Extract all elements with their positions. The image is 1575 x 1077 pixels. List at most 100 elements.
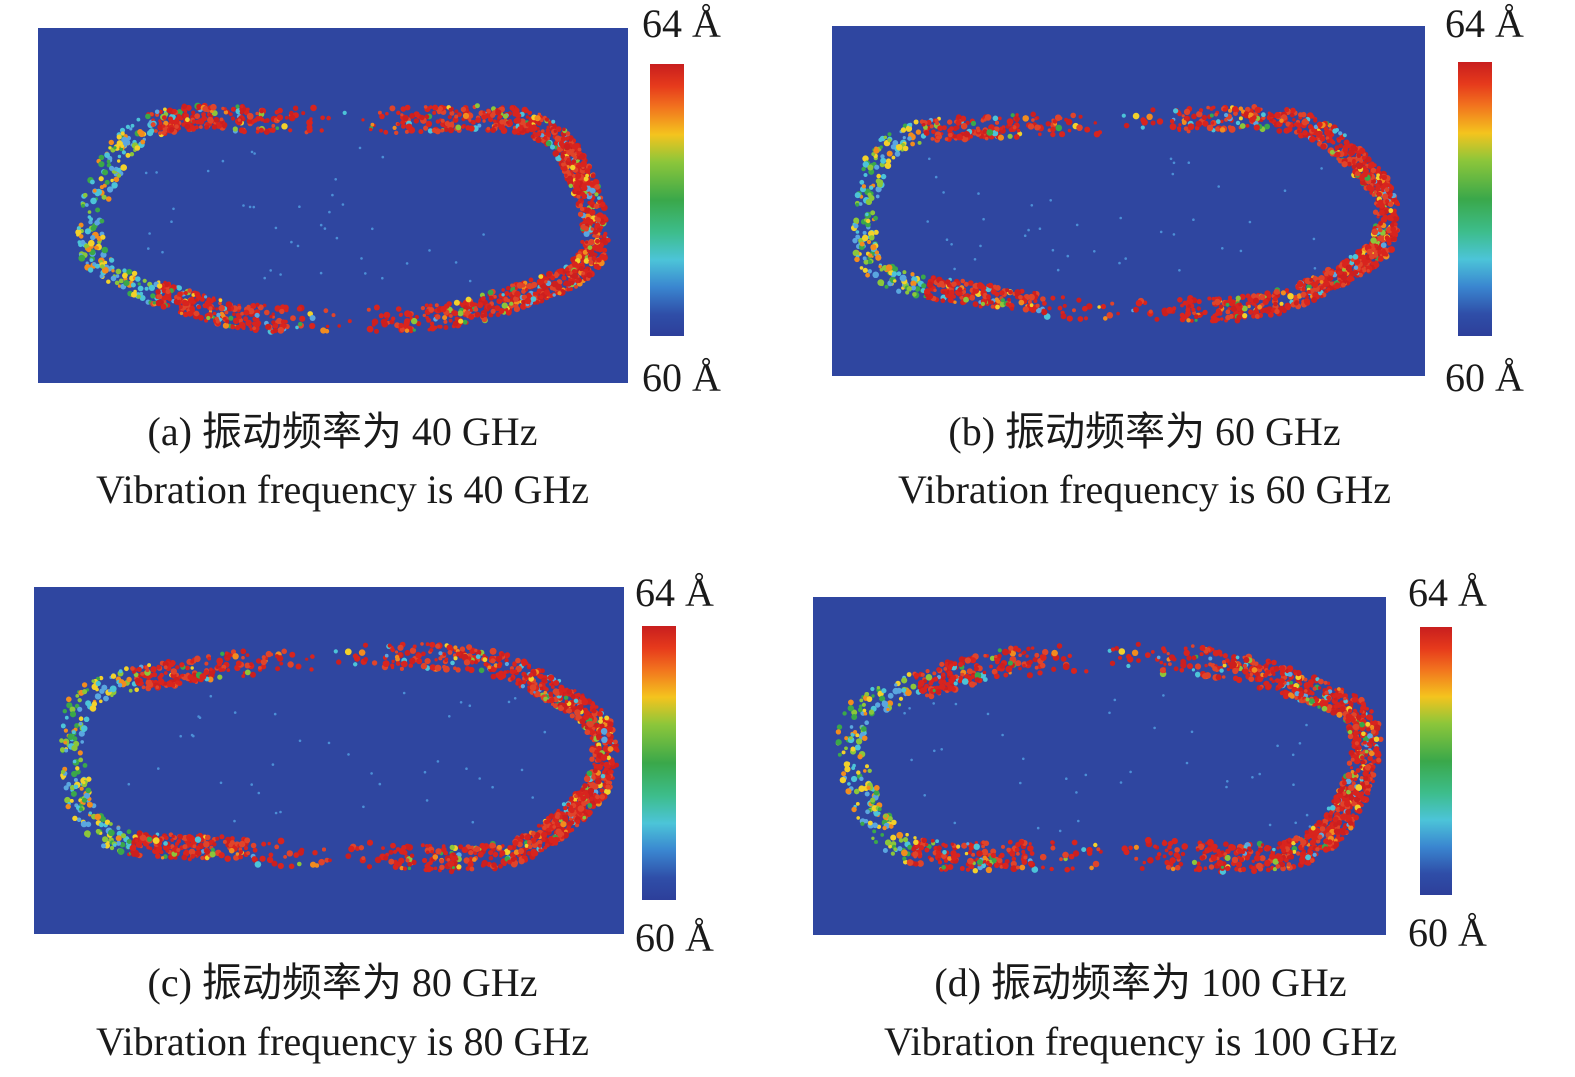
ring-particle (1042, 301, 1047, 306)
ring-particle (77, 750, 83, 756)
ring-particle (458, 844, 464, 850)
ring-particle (1140, 117, 1146, 123)
ring-particle (148, 284, 155, 291)
ring-particle (893, 279, 897, 283)
ring-particle (104, 152, 110, 158)
ring-particle (449, 844, 455, 850)
scatter-particle (1093, 250, 1096, 253)
ring-particle (1238, 106, 1243, 111)
ring-particle (443, 665, 450, 673)
ring-particle (1057, 305, 1063, 311)
ring-particle (1206, 105, 1210, 110)
ring-particle (429, 324, 437, 332)
ring-particle (570, 152, 576, 158)
ring-particle (469, 308, 473, 313)
ring-particle (1030, 111, 1036, 118)
scatter-particle (428, 249, 431, 252)
ring-particle (161, 124, 166, 128)
ring-particle (66, 696, 72, 703)
ring-particle (416, 321, 422, 327)
ring-particle (863, 173, 868, 177)
ring-particle (385, 111, 389, 116)
ring-particle (1334, 151, 1341, 158)
scatter-particle (279, 273, 282, 276)
ring-particle (1338, 143, 1343, 148)
ring-particle (1384, 252, 1389, 257)
ring-particle (400, 120, 406, 125)
ring-particle (1359, 173, 1365, 180)
ring-particle (1032, 290, 1037, 295)
ring-particle (486, 109, 492, 114)
ring-particle (380, 318, 388, 326)
ring-particle (1312, 292, 1319, 299)
scatter-particle (1178, 269, 1181, 272)
ring-particle (1228, 108, 1232, 113)
ring-particle (1014, 289, 1021, 296)
ring-particle (1183, 126, 1189, 131)
ring-particle (89, 217, 93, 222)
ring-particle (232, 653, 239, 660)
ring-particle (497, 114, 503, 120)
ring-particle (239, 107, 244, 112)
ring-particle (394, 322, 400, 329)
ring-particle (310, 104, 317, 112)
ring-particle (99, 218, 105, 224)
ring-particle (480, 313, 485, 319)
ring-particle (102, 836, 109, 843)
ring-particle (90, 235, 96, 241)
ring-particle (862, 267, 868, 273)
ring-particle (391, 316, 396, 321)
ring-particle (1329, 281, 1334, 286)
ring-particle (235, 104, 240, 109)
ring-particle (1013, 134, 1020, 140)
ring-particle (306, 119, 313, 126)
ring-particle (970, 120, 977, 126)
ring-particle (852, 238, 858, 244)
scatter-particle (360, 257, 363, 260)
ring-particle (1392, 216, 1398, 221)
ring-particle (92, 262, 97, 267)
ring-particle (1238, 116, 1243, 121)
ring-particle (591, 703, 596, 708)
ring-particle (265, 323, 272, 330)
ring-particle (427, 328, 431, 332)
ring-particle (1253, 124, 1260, 131)
scatter-particle (364, 272, 367, 275)
ring-particle (581, 800, 587, 807)
ring-particle (1360, 254, 1367, 261)
ring-particle (1038, 132, 1042, 137)
caption-cn-a: (a) 振动频率为 40 GHz (147, 409, 538, 454)
ring-particle (1347, 275, 1354, 282)
ring-particle (155, 289, 161, 295)
ring-particle (1014, 118, 1019, 123)
ring-particle (1199, 108, 1203, 113)
ring-particle (431, 127, 437, 133)
ring-particle (1015, 113, 1019, 117)
ring-particle (144, 286, 149, 291)
ring-particle (599, 235, 603, 239)
ring-particle (865, 221, 871, 228)
ring-particle (1173, 108, 1179, 114)
ring-particle (72, 759, 77, 764)
ring-particle (597, 196, 601, 201)
ring-particle (487, 305, 492, 310)
ring-particle (1077, 316, 1084, 322)
ring-particle (951, 281, 957, 287)
ring-particle (1293, 295, 1298, 299)
ring-particle (862, 256, 867, 261)
ring-particle (1047, 306, 1052, 311)
ring-particle (1376, 215, 1380, 219)
ring-particle (590, 173, 596, 179)
ring-particle (517, 113, 522, 118)
ring-particle (576, 190, 581, 195)
ring-particle (102, 169, 109, 176)
ring-particle (281, 123, 288, 130)
ring-particle (867, 192, 872, 197)
ring-particle (309, 315, 316, 321)
ring-particle (1290, 110, 1295, 114)
ring-particle (152, 672, 158, 678)
ring-particle (104, 819, 111, 825)
ring-particle (262, 303, 267, 308)
ring-particle (178, 305, 183, 309)
ring-particle (1251, 293, 1257, 299)
